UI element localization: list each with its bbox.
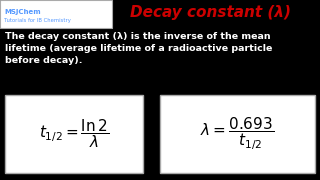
Text: $\lambda = \dfrac{0.693}{t_{1/2}}$: $\lambda = \dfrac{0.693}{t_{1/2}}$ [200, 116, 275, 152]
FancyBboxPatch shape [5, 95, 143, 173]
Text: Tutorials for IB Chemistry: Tutorials for IB Chemistry [4, 18, 71, 23]
Text: Decay constant (λ): Decay constant (λ) [130, 5, 291, 20]
FancyBboxPatch shape [0, 0, 112, 28]
Text: The decay constant (λ) is the inverse of the mean
lifetime (average lifetime of : The decay constant (λ) is the inverse of… [5, 32, 272, 65]
FancyBboxPatch shape [160, 95, 315, 173]
Text: MSJChem: MSJChem [4, 9, 41, 15]
Text: $t_{1/2} = \dfrac{\ln 2}{\lambda}$: $t_{1/2} = \dfrac{\ln 2}{\lambda}$ [39, 118, 109, 150]
